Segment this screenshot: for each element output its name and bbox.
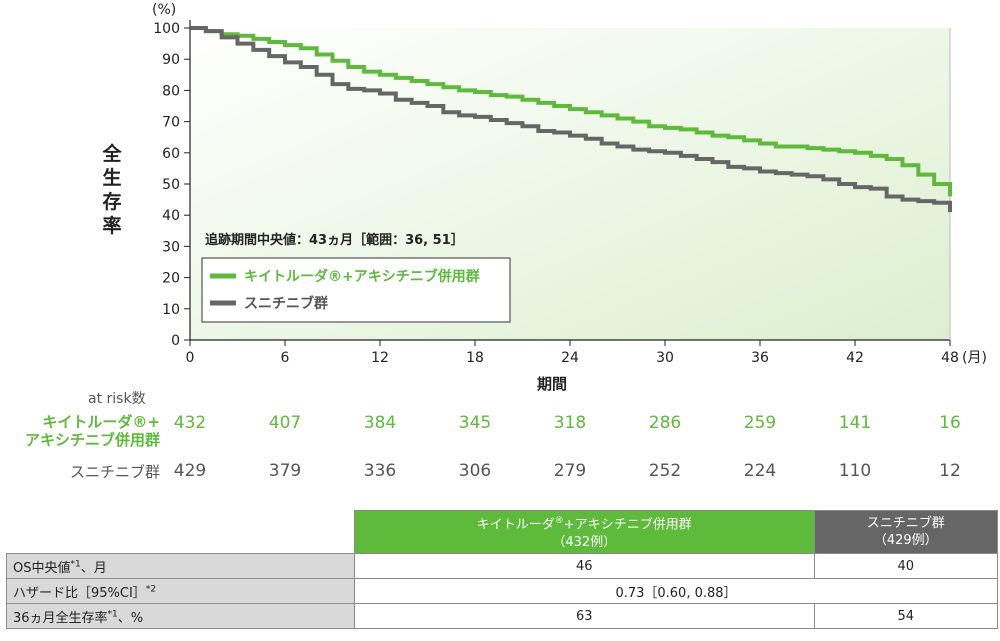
- at-risk-label-pembro-2: アキシチニブ併用群: [24, 431, 160, 449]
- table-row: 36ヵ月全生存率*1、% 63 54: [6, 603, 998, 629]
- at-risk-value: 12: [939, 461, 961, 481]
- at-risk-header: at risk数: [88, 391, 146, 407]
- y-tick-label: 100: [153, 21, 180, 37]
- at-risk-label-sunitinib: スニチニブ群: [69, 463, 160, 481]
- y-tick-label: 40: [162, 208, 180, 224]
- y-unit-label: (%): [152, 2, 176, 18]
- at-risk-value: 318: [553, 413, 587, 433]
- summary-table: キイトルーダ®+アキシチニブ併用群 （432例） スニチニブ群 （429例） O…: [6, 510, 998, 629]
- series-line-sunitinib: [190, 26, 952, 213]
- x-tick-label: 18: [466, 350, 484, 366]
- at-risk-value: 336: [363, 461, 397, 481]
- series-line-pembro: [190, 26, 952, 197]
- x-tick-label: 42: [846, 350, 864, 366]
- at-risk-value: 384: [363, 413, 397, 433]
- at-risk-label-pembro-1: キイトルーダ®+: [42, 413, 160, 431]
- header-pembro: キイトルーダ®+アキシチニブ併用群 （432例）: [354, 510, 815, 554]
- at-risk-value: 379: [268, 461, 302, 481]
- at-risk-value: 345: [458, 413, 492, 433]
- at-risk-value: 16: [939, 413, 961, 433]
- x-tick-label: 6: [281, 350, 290, 366]
- table-row: ハザード比［95%CI］*2 0.73［0.60, 0.88］: [6, 578, 998, 604]
- x-tick-label: 12: [371, 350, 389, 366]
- at-risk-value: 259: [743, 413, 777, 433]
- table-row: OS中央値*1、月 46 40: [6, 553, 998, 579]
- y-tick-label: 20: [162, 271, 180, 287]
- y-tick-label: 30: [162, 239, 180, 255]
- y-tick-label: 50: [162, 177, 180, 193]
- svg-text:生: 生: [102, 166, 121, 189]
- y-tick-label: 60: [162, 146, 180, 162]
- x-axis-title: 期間: [537, 375, 567, 393]
- x-tick-label: 36: [751, 350, 769, 366]
- follow-up-annotation: 追跡期間中央値：43ヵ月［範囲：36, 51］: [205, 232, 464, 248]
- x-tick-label: 24: [561, 350, 579, 366]
- at-risk-value: 407: [268, 413, 302, 433]
- at-risk-value: 141: [838, 413, 872, 433]
- legend: キイトルーダ®+アキシチニブ併用群 スニチニブ群: [201, 257, 511, 323]
- at-risk-value: 224: [743, 461, 777, 481]
- y-tick-label: 0: [171, 333, 180, 349]
- at-risk-value: 252: [648, 461, 682, 481]
- legend-label-sunitinib: スニチニブ群: [244, 295, 328, 312]
- at-risk-value: 279: [553, 461, 587, 481]
- svg-text:率: 率: [102, 214, 121, 237]
- header-sunitinib: スニチニブ群 （429例）: [813, 510, 998, 554]
- x-tick-label: 0: [186, 350, 195, 366]
- y-tick-label: 10: [162, 302, 180, 318]
- at-risk-value: 110: [838, 461, 872, 481]
- x-unit-label: (月): [962, 350, 987, 366]
- y-tick-label: 90: [162, 52, 180, 68]
- legend-label-pembro: キイトルーダ®+アキシチニブ併用群: [244, 268, 480, 285]
- y-tick-label: 80: [162, 83, 180, 99]
- at-risk-value: 429: [173, 461, 207, 481]
- svg-text:全: 全: [101, 142, 122, 165]
- x-tick-label: 30: [656, 350, 674, 366]
- at-risk-value: 432: [173, 413, 207, 433]
- y-tick-label: 70: [162, 115, 180, 131]
- at-risk-value: 286: [648, 413, 682, 433]
- x-tick-label: 48: [941, 350, 959, 366]
- at-risk-value: 306: [458, 461, 492, 481]
- y-axis-title: 全生存率: [101, 142, 122, 237]
- svg-text:存: 存: [102, 190, 121, 213]
